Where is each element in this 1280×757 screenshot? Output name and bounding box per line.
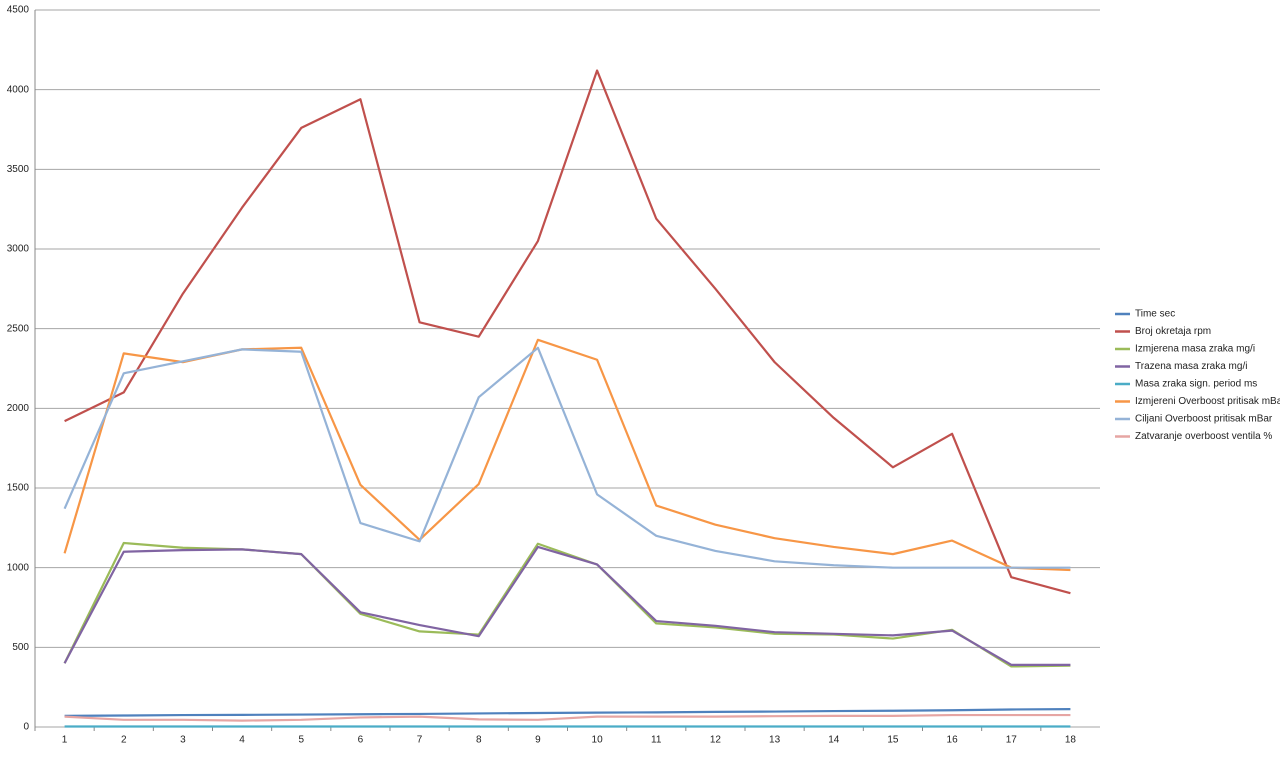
y-tick-label: 4500 xyxy=(7,5,30,16)
series-line xyxy=(64,713,1071,722)
y-tick-label: 0 xyxy=(23,722,29,733)
legend-label: Zatvaranje overboost ventila % xyxy=(1135,431,1272,442)
series-line xyxy=(63,541,1071,668)
x-tick-label: 5 xyxy=(298,735,304,746)
y-tick-label: 3000 xyxy=(7,244,30,255)
x-tick-label: 7 xyxy=(417,735,423,746)
x-tick-label: 18 xyxy=(1065,735,1077,746)
legend-label: Izmjerena masa zraka mg/i xyxy=(1135,344,1255,355)
x-tick-label: 3 xyxy=(180,735,186,746)
x-tick-label: 15 xyxy=(887,735,899,746)
x-tick-label: 4 xyxy=(239,735,245,746)
y-tick-label: 4000 xyxy=(7,84,30,95)
legend-label: Masa zraka sign. period ms xyxy=(1135,379,1257,390)
legend-label: Trazena masa zraka mg/i xyxy=(1135,361,1247,372)
x-tick-label: 11 xyxy=(651,735,662,746)
x-tick-label: 2 xyxy=(121,735,127,746)
x-tick-label: 1 xyxy=(62,735,68,746)
y-tick-label: 2000 xyxy=(7,403,30,414)
series-line xyxy=(63,338,1071,572)
series-line xyxy=(64,708,1071,717)
series-line xyxy=(63,346,1071,569)
y-tick-label: 3500 xyxy=(7,164,30,175)
y-tick-label: 1000 xyxy=(7,562,30,573)
x-tick-label: 14 xyxy=(828,735,840,746)
legend-label: Time sec xyxy=(1135,309,1175,320)
legend-label: Izmjereni Overboost pritisak mBar xyxy=(1135,396,1280,407)
y-tick-label: 1500 xyxy=(7,483,30,494)
y-tick-label: 500 xyxy=(12,642,29,653)
x-tick-label: 12 xyxy=(710,735,722,746)
x-tick-label: 6 xyxy=(358,735,364,746)
x-tick-label: 8 xyxy=(476,735,482,746)
x-tick-label: 10 xyxy=(592,735,604,746)
x-tick-label: 9 xyxy=(535,735,541,746)
y-tick-label: 2500 xyxy=(7,323,30,334)
x-tick-label: 17 xyxy=(1006,735,1018,746)
series-line xyxy=(63,545,1071,666)
x-tick-label: 13 xyxy=(769,735,781,746)
series-line xyxy=(64,69,1071,595)
x-tick-label: 16 xyxy=(947,735,959,746)
legend-label: Broj okretaja rpm xyxy=(1135,326,1211,337)
legend-label: Ciljani Overboost pritisak mBar xyxy=(1135,414,1273,425)
